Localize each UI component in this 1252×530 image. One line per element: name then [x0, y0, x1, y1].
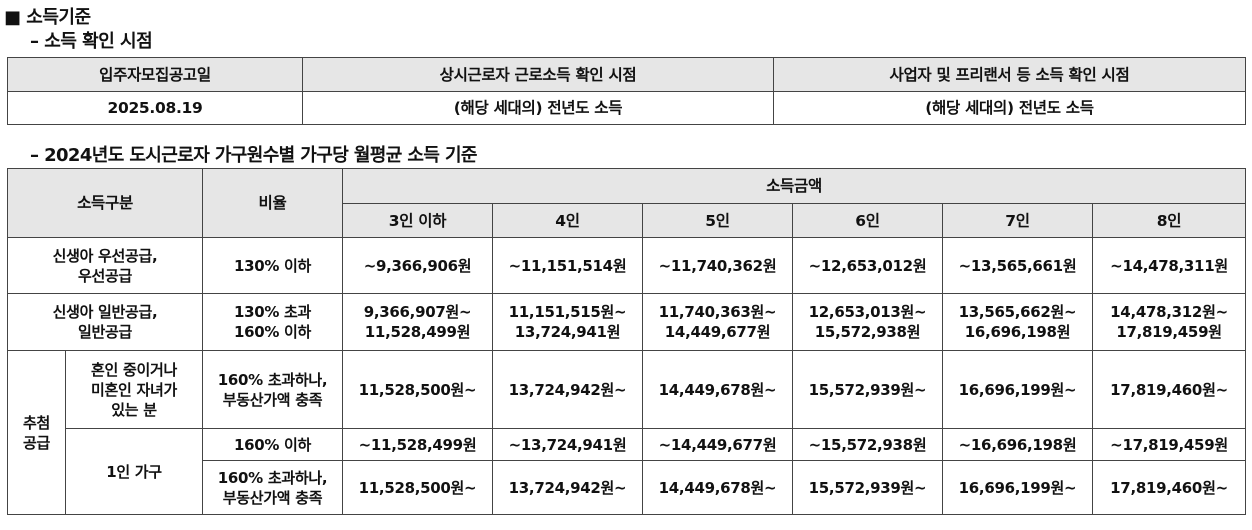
- header-income-amount: 소득금액: [341, 168, 1247, 204]
- table-row-priority-supply: 신생아 우선공급, 우선공급 130% 이하 ~9,366,906원 ~11,1…: [7, 237, 1247, 294]
- row-label-single-household: 1인 가구: [65, 428, 203, 515]
- value-cell: 14,478,312원~ 17,819,459원: [1091, 293, 1247, 351]
- value-cell: 13,724,942원~: [492, 350, 643, 429]
- header-size-5: 5인: [642, 203, 793, 238]
- header-freelancer-income-timing: 사업자 및 프리랜서 등 소득 확인 시점: [773, 57, 1246, 92]
- header-income-category: 소득구분: [7, 168, 203, 238]
- ratio-cell: 130% 초과 160% 이하: [202, 293, 343, 351]
- value-cell: 14,449,678원~: [642, 460, 793, 515]
- value-cell: ~12,653,012원: [792, 237, 943, 294]
- table-row-single-household-a: 1인 가구 160% 이하 ~11,528,499원 ~13,724,941원 …: [8, 428, 1247, 515]
- table-row-single-household-b: 160% 초과하나, 부동산가액 충족 11,528,500원~ 13,724,…: [8, 460, 1247, 515]
- header-announcement-date: 입주자모집공고일: [7, 57, 303, 92]
- value-cell: ~14,478,311원: [1091, 237, 1247, 294]
- value-cell: ~13,724,941원: [492, 428, 643, 461]
- income-check-timing-table: 입주자모집공고일 상시근로자 근로소득 확인 시점 사업자 및 프리랜서 등 소…: [7, 57, 1246, 125]
- value-cell: 11,740,363원~ 14,449,677원: [642, 293, 793, 351]
- value-cell: ~13,565,661원: [942, 237, 1093, 294]
- value-cell: 13,565,662원~ 16,696,198원: [942, 293, 1093, 351]
- value-cell: ~15,572,938원: [792, 428, 943, 461]
- header-size-8: 8인: [1091, 203, 1247, 238]
- header-size-3: 3인 이하: [342, 203, 493, 238]
- value-cell: ~11,740,362원: [642, 237, 793, 294]
- cell-announcement-date: 2025.08.19: [7, 91, 303, 125]
- header-size-4: 4인: [492, 203, 643, 238]
- value-cell: ~11,151,514원: [492, 237, 643, 294]
- value-cell: 11,151,515원~ 13,724,941원: [492, 293, 643, 351]
- value-cell: 12,653,013원~ 15,572,938원: [792, 293, 943, 351]
- value-cell: ~16,696,198원: [942, 428, 1093, 461]
- table-row-married-or-child: 추첨 공급 혼인 중이거나 미혼인 자녀가 있는 분 160% 초과하나, 부동…: [7, 350, 1247, 515]
- value-cell: 11,528,500원~: [342, 460, 493, 515]
- row-label-married-or-child: 혼인 중이거나 미혼인 자녀가 있는 분: [65, 350, 203, 429]
- value-cell: ~9,366,906원: [342, 237, 493, 294]
- subtitle-income-standard: – 2024년도 도시근로자 가구원수별 가구당 월평균 소득 기준: [30, 145, 477, 166]
- row-label-lottery-supply: 추첨 공급: [7, 350, 66, 515]
- value-cell: ~17,819,459원: [1091, 428, 1247, 461]
- table-row-general-supply: 신생아 일반공급, 일반공급 130% 초과 160% 이하 9,366,907…: [7, 293, 1247, 351]
- row-label-general-supply: 신생아 일반공급, 일반공급: [7, 293, 203, 351]
- value-cell: ~14,449,677원: [642, 428, 793, 461]
- row-label-priority-supply: 신생아 우선공급, 우선공급: [7, 237, 203, 294]
- value-cell: 13,724,942원~: [492, 460, 643, 515]
- header-size-7: 7인: [942, 203, 1093, 238]
- cell-employee-income-timing: (해당 세대의) 전년도 소득: [302, 91, 774, 125]
- section-title: ■ 소득기준: [4, 7, 91, 28]
- value-cell: 15,572,939원~: [792, 460, 943, 515]
- subtitle-income-check-timing: – 소득 확인 시점: [30, 31, 153, 52]
- ratio-cell: 160% 이하: [202, 428, 343, 461]
- value-cell: 14,449,678원~: [642, 350, 793, 429]
- value-cell: 11,528,500원~: [342, 350, 493, 429]
- ratio-cell: 160% 초과하나, 부동산가액 충족: [202, 460, 343, 515]
- cell-freelancer-income-timing: (해당 세대의) 전년도 소득: [773, 91, 1246, 125]
- value-cell: 15,572,939원~: [792, 350, 943, 429]
- income-standard-table: 소득구분 비율 소득금액 3인 이하 4인 5인 6인 7인 8인 신생아 우선…: [7, 168, 1247, 515]
- value-cell: 17,819,460원~: [1091, 460, 1247, 515]
- ratio-cell: 130% 이하: [202, 237, 343, 294]
- header-employee-income-timing: 상시근로자 근로소득 확인 시점: [302, 57, 774, 92]
- value-cell: 9,366,907원~ 11,528,499원: [342, 293, 493, 351]
- value-cell: 17,819,460원~: [1091, 350, 1247, 429]
- ratio-cell: 160% 초과하나, 부동산가액 충족: [202, 350, 343, 429]
- header-size-6: 6인: [792, 203, 943, 238]
- value-cell: 16,696,199원~: [942, 350, 1093, 429]
- value-cell: 16,696,199원~: [942, 460, 1093, 515]
- value-cell: ~11,528,499원: [342, 428, 493, 461]
- header-ratio: 비율: [202, 168, 343, 238]
